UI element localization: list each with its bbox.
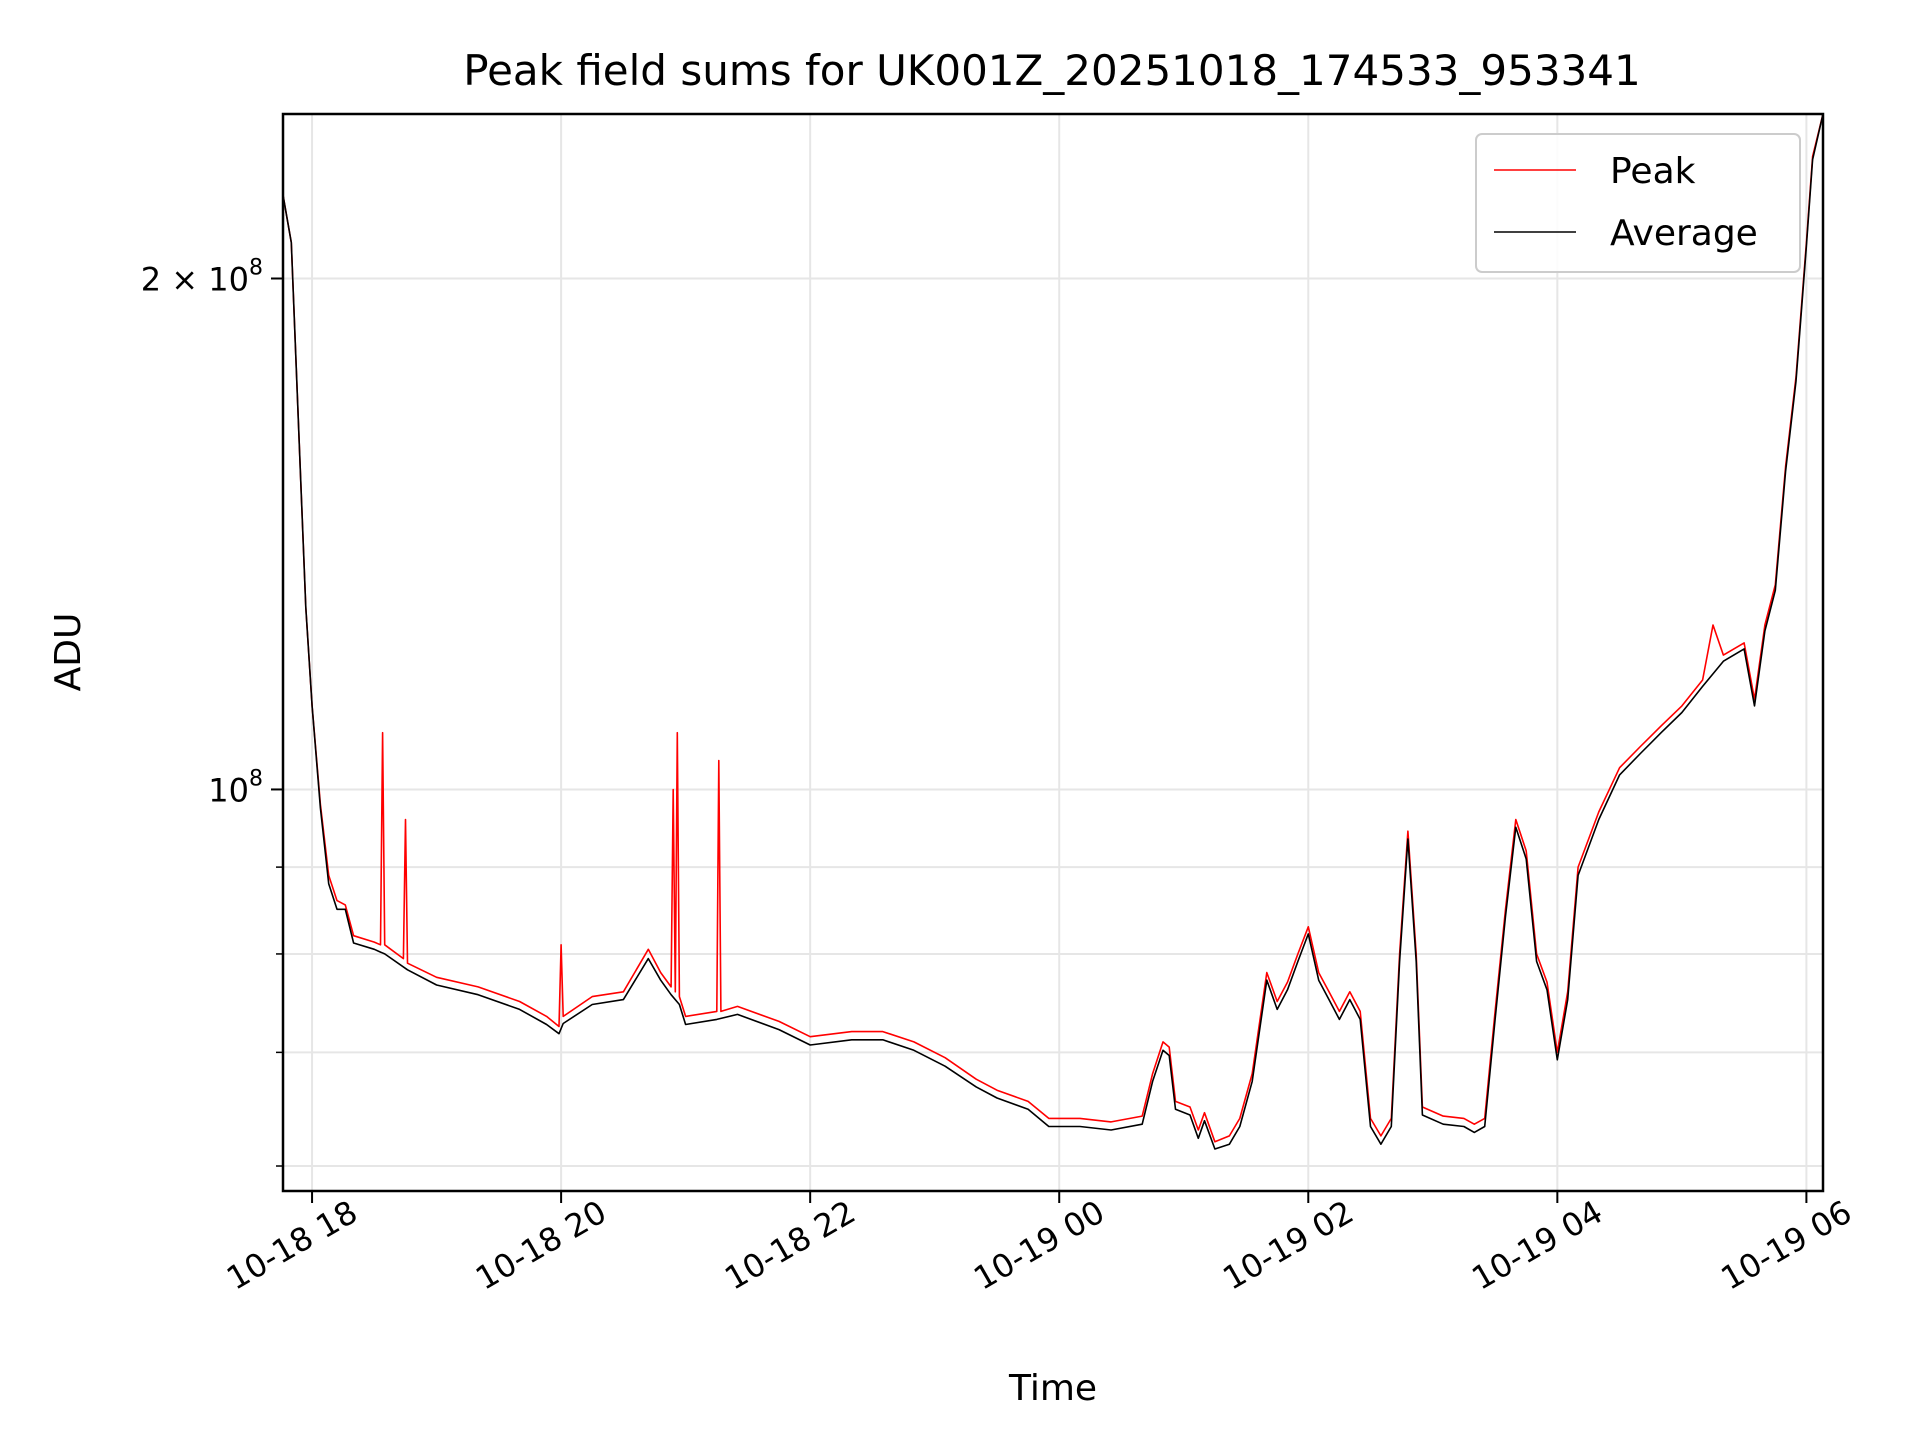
legend-peak-label: Peak (1610, 151, 1696, 192)
series-layer (282, 113, 1824, 1150)
legend-box (1475, 133, 1801, 273)
y-tick-label: 108 (208, 766, 263, 809)
y-axis: 108 2 × 108 (141, 255, 283, 1167)
grid-lines (283, 114, 1823, 1191)
plot-frame (281, 112, 1825, 1193)
chart-title: Peak field sums for UK001Z_20251018_1745… (463, 46, 1640, 95)
legend: Peak Average (1475, 133, 1801, 273)
series-line-average (282, 113, 1824, 1150)
x-axis-label: Time (1008, 1368, 1097, 1409)
y-tick-label: 2 × 108 (141, 255, 263, 298)
legend-average-label: Average (1610, 213, 1758, 254)
y-axis-label: ADU (48, 613, 89, 692)
